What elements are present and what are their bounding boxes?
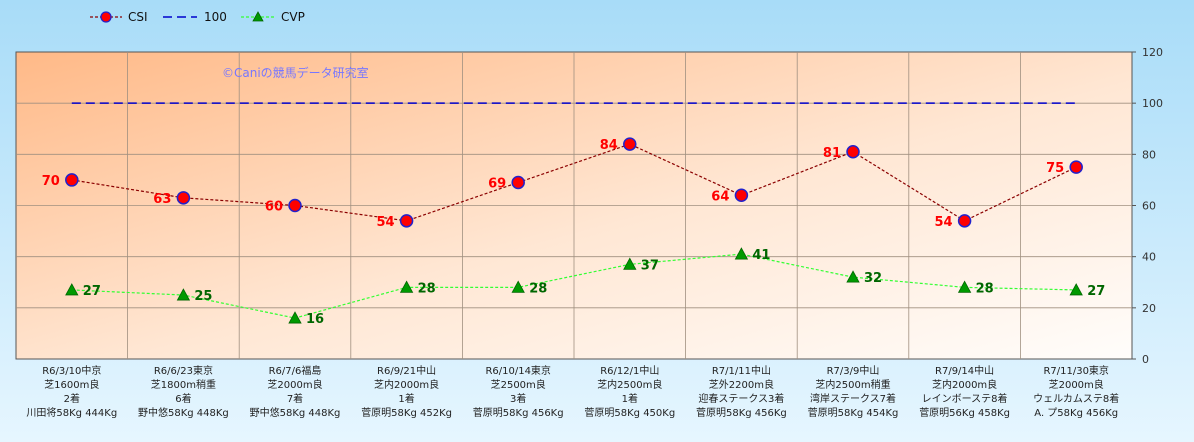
csi-data-label: 63 [153,192,171,207]
csi-point [511,175,525,190]
cvp-data-label: 41 [752,248,770,263]
csi-point [623,137,637,151]
x-tick-label: R6/9/21中山芝内2000m良 1着菅原明58Kg 452Kg [361,364,452,419]
cvp-point [957,280,972,293]
legend-100-label: 100 [204,10,227,24]
cvp-data-label: 28 [976,281,994,296]
y-tick-label: 0 [1142,353,1149,366]
legend-cvp-label: CVP [281,10,305,24]
csi-point [176,191,191,205]
legend-csi-label: CSI [128,10,148,24]
csi-data-label: 54 [377,215,395,230]
csi-data-label: 84 [600,138,618,153]
x-tick-label: R7/9/14中山芝内2000m良レインボーステ8着菅原明56Kg 458Kg [919,364,1010,419]
csi-point [846,145,860,159]
csi-point [1069,160,1083,174]
watermark: ©Caniの競馬データ研究室 [222,65,369,80]
cvp-point [65,283,79,296]
y-tick-label: 60 [1142,200,1156,213]
x-tick-label: R7/1/11中山芝外2200m良迎春ステークス3着菅原明58Kg 456Kg [696,364,787,419]
cvp-point [399,280,414,293]
cvp-point [846,270,860,283]
series-layer: 27 25 16 28 28 37 41 32 28 27 70 63 60 54 69 84 64 81 54 75 [42,102,1105,327]
x-tick-label: R6/3/10中京芝1600m良 2着川田将58Kg 444Kg [26,364,117,419]
csi-point [399,214,414,228]
y-tick-label: 80 [1142,148,1156,161]
cvp-point [511,280,525,293]
csi-data-label: 60 [265,200,283,215]
x-tick-label: R6/10/14東京芝2500m良 3着菅原明58Kg 456Kg [473,364,564,419]
x-tick-label: R7/11/30東京芝2000m良ウェルカムステ8着 A. プ58Kg 456Kg [1033,364,1119,419]
cvp-data-label: 32 [864,271,882,286]
x-axis: R6/3/10中京芝1600m良 2着川田将58Kg 444Kg R6/6/23東京… [26,364,1119,419]
y-tick-label: 20 [1142,302,1156,315]
cvp-data-label: 16 [306,312,324,327]
cvp-point [734,247,749,260]
x-tick-label: R6/12/1中山芝内2500m良 1着菅原明58Kg 450Kg [584,364,675,419]
cvp-data-label: 27 [83,284,101,299]
cvp-point [623,257,637,270]
csi-data-label: 69 [488,176,506,191]
legend: CSI 100 CVP [90,10,305,24]
cvp-data-label: 25 [194,289,212,304]
cvp-data-label: 28 [418,281,436,296]
cvp-data-label: 37 [641,258,659,273]
x-tick-label: R7/3/9中山芝内2500m稍重湾岸ステークス7着菅原明58Kg 454Kg [808,364,899,419]
y-tick-label: 100 [1142,97,1163,110]
legend-cvp-marker [252,11,264,22]
y-axis: 0 20 40 60 80 100 120 [1132,46,1163,366]
cvp-data-label: 27 [1087,284,1105,299]
csi-point [288,198,302,213]
csi-data-label: 64 [711,189,729,204]
csi-data-label: 75 [1046,161,1064,176]
csi-point [65,173,79,187]
csi-data-label: 70 [42,174,60,189]
cvp-point [1069,283,1083,296]
cvp-data-label: 28 [529,281,547,296]
csi-data-label: 54 [935,215,953,230]
y-tick-label: 120 [1142,46,1163,59]
csi-point [734,188,749,203]
cvp-point [176,288,191,301]
csi-point [957,214,972,228]
y-tick-label: 40 [1142,251,1156,264]
cvp-point [288,311,302,324]
csi-data-label: 81 [823,146,841,161]
legend-csi-marker [100,11,112,23]
series-csi-line [71,143,1077,222]
x-tick-label: R6/7/6福島芝2000m良 7着野中悠58Kg 448Kg [250,364,341,419]
x-tick-label: R6/6/23東京芝1800m稍重 6着野中悠58Kg 448Kg [138,364,229,419]
